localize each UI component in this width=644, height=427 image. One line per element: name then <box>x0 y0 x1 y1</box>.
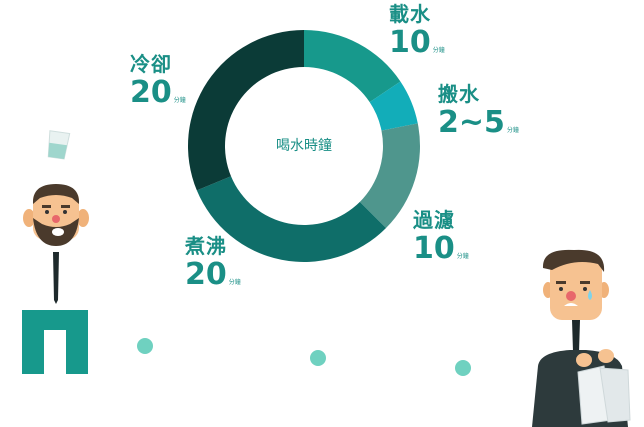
donut-slice-0 <box>304 30 401 103</box>
water-bags-icon <box>577 365 631 425</box>
slice-label-3: 煮沸 20 分鐘 <box>185 234 241 292</box>
water-glass-icon <box>47 130 71 160</box>
donut-slice-1 <box>369 81 418 131</box>
slice-label-4: 冷卻 20 分鐘 <box>130 52 186 110</box>
donut-slice-4 <box>188 30 304 191</box>
slice-label-2: 過濾 10 分鐘 <box>413 208 469 266</box>
donut-center-label: 喝水時鐘 <box>276 137 332 154</box>
man-right-icon <box>532 249 631 427</box>
decor-dot <box>137 338 153 354</box>
decor-dot <box>455 360 471 376</box>
slice-label-0: 載水 10 分鐘 <box>389 2 445 60</box>
man-left-icon <box>22 130 89 374</box>
donut-slice-3 <box>196 176 387 262</box>
donut-slice-2 <box>359 123 420 229</box>
slice-label-1: 搬水 2~5 分鐘 <box>438 82 519 140</box>
decor-dot <box>310 350 326 366</box>
